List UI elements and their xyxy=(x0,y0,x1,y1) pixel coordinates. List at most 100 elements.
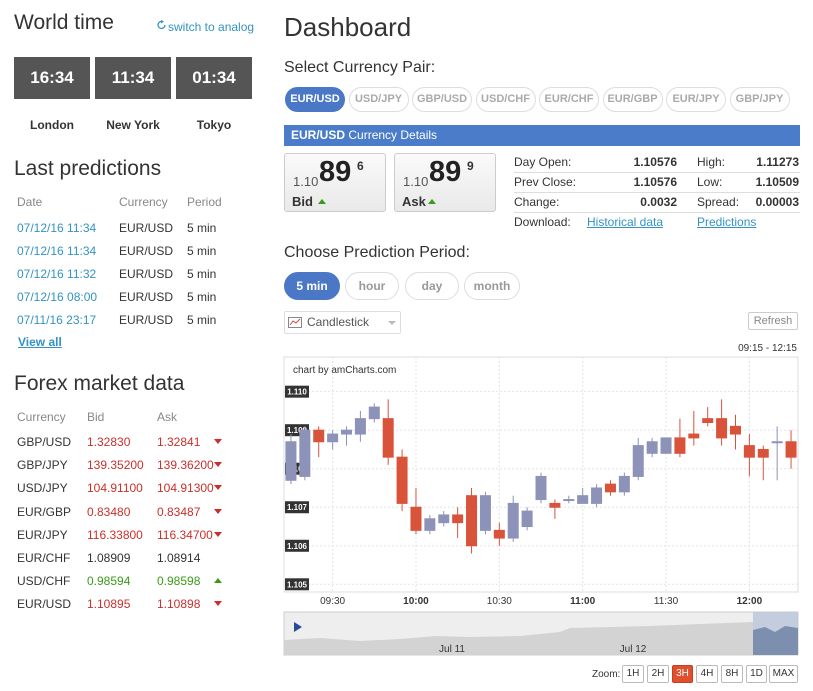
switch-analog-link[interactable]: switch to analog xyxy=(168,20,255,34)
pair-pill[interactable]: GBP/JPY xyxy=(729,87,790,112)
period-button[interactable]: month xyxy=(464,272,520,300)
candle-body xyxy=(299,429,311,477)
candle-body xyxy=(438,514,450,524)
candle-body xyxy=(729,425,741,435)
bid-arrow xyxy=(318,199,326,204)
forex-bid: 1.32830 xyxy=(87,435,131,449)
refresh-button[interactable]: Refresh xyxy=(748,312,798,330)
pair-pill[interactable]: EUR/CHF xyxy=(539,87,599,112)
stat-value: 1.10576 xyxy=(633,175,677,189)
pair-pill active[interactable]: EUR/USD xyxy=(285,87,345,112)
pair-pill[interactable]: USD/JPY xyxy=(348,87,409,112)
forex-ask: 1.08914 xyxy=(157,551,201,565)
candle-body xyxy=(660,437,672,454)
forex-ask: 1.32841 xyxy=(157,435,201,449)
period-button[interactable]: hour xyxy=(345,272,399,300)
forex-ask: 0.98598 xyxy=(157,574,201,589)
period-button[interactable]: day xyxy=(405,272,459,300)
candle-body xyxy=(702,418,714,423)
forex-pair: GBP/USD xyxy=(17,435,72,449)
details-pair: EUR/USD xyxy=(291,128,346,142)
chart-style-select[interactable]: Candlestick xyxy=(284,311,401,334)
candle-body xyxy=(479,495,491,531)
bid-box[interactable]: 1.10 89 6 Bid xyxy=(284,153,386,212)
x-tick-label: 11:30 xyxy=(654,596,679,607)
pair-pill[interactable]: EUR/JPY xyxy=(666,87,726,112)
zoom-label: Zoom: xyxy=(592,669,621,680)
candle-body xyxy=(452,514,464,524)
zoom-button[interactable]: 4H xyxy=(696,665,718,683)
zoom-button[interactable]: 8H xyxy=(721,665,743,683)
trend-arrow xyxy=(214,462,222,468)
candle-body xyxy=(743,445,755,458)
candle-body xyxy=(591,487,603,504)
clock-city: New York xyxy=(106,118,160,132)
y-tick-box xyxy=(285,424,309,437)
plot-frame xyxy=(283,356,799,593)
stat-value: 1.10576 xyxy=(633,155,677,169)
forex-ask: 1.10898 xyxy=(157,597,201,612)
forex-bid: 1.08909 xyxy=(87,551,131,565)
stat-label: High: xyxy=(697,155,726,169)
chart-credit: chart by amCharts.com xyxy=(293,365,396,376)
x-tick-label: 11:00 xyxy=(570,596,595,607)
pair-pill[interactable]: USD/CHF xyxy=(475,87,536,112)
candle-body xyxy=(618,475,630,493)
bid-pips: 89 xyxy=(319,156,352,188)
candle-body xyxy=(535,475,547,501)
table-cell: EUR/USD xyxy=(119,313,174,327)
trend-arrow xyxy=(214,601,222,607)
candle-body xyxy=(382,418,394,458)
range-label: 09:15 - 12:15 xyxy=(738,343,797,354)
clock-time: 11:34 xyxy=(95,57,171,99)
navigator-selection xyxy=(753,612,798,655)
candle-body xyxy=(674,437,686,454)
trend-arrow xyxy=(214,439,222,444)
ask-fraction: 9 xyxy=(467,159,474,173)
period-button[interactable]: 5 min xyxy=(284,272,340,300)
world-time-title: World time xyxy=(14,11,114,34)
zoom-button[interactable]: 2H xyxy=(647,665,669,683)
zoom-button[interactable]: 3H xyxy=(672,665,693,683)
pair-pill[interactable]: GBP/USD xyxy=(412,87,472,112)
y-tick-box xyxy=(285,578,309,591)
x-tick-label: 10:00 xyxy=(403,596,429,607)
candle-body xyxy=(577,495,589,504)
zoom-button[interactable]: MAX xyxy=(769,665,798,683)
zoom-button[interactable]: 1H xyxy=(622,665,644,683)
table-cell: 5 min xyxy=(187,221,217,235)
candle-body xyxy=(563,499,575,502)
zoom-button[interactable]: 1D xyxy=(746,665,767,683)
stat-label: Prev Close: xyxy=(514,175,577,189)
prediction-date[interactable]: 07/12/16 08:00 xyxy=(17,290,98,304)
stat-label: Day Open: xyxy=(514,155,572,169)
pair-pill[interactable]: EUR/GBP xyxy=(602,87,663,112)
table-cell: 5 min xyxy=(187,267,217,281)
ask-box[interactable]: 1.10 89 9 Ask xyxy=(394,153,496,212)
download-link[interactable]: Predictions xyxy=(697,215,757,229)
table-cell: EUR/USD xyxy=(119,221,174,235)
prediction-date[interactable]: 07/12/16 11:34 xyxy=(17,244,97,258)
y-tick-label: 1.107 xyxy=(287,503,308,512)
candle-body xyxy=(368,406,380,420)
download-link[interactable]: Historical data xyxy=(587,215,664,229)
clock-time: 01:34 xyxy=(176,57,252,99)
stat-value: 1.10509 xyxy=(755,175,799,189)
y-tick-box xyxy=(285,462,309,475)
y-tick-label: 1.110 xyxy=(287,388,307,397)
pair-label: Select Currency Pair: xyxy=(284,59,436,76)
forex-ask: 104.91300 xyxy=(157,481,214,496)
view-all-link[interactable]: View all xyxy=(18,335,62,349)
column-header: Currency xyxy=(119,195,168,209)
candle-body xyxy=(716,418,728,439)
row-divider xyxy=(514,192,800,193)
play-icon xyxy=(294,622,302,632)
stat-label: Low: xyxy=(697,175,723,189)
candle-body xyxy=(688,433,700,439)
prediction-date[interactable]: 07/12/16 11:32 xyxy=(17,267,97,281)
y-tick-label: 1.108 xyxy=(287,465,308,474)
prediction-date[interactable]: 07/11/16 23:17 xyxy=(17,313,97,327)
forex-ask: 0.83487 xyxy=(157,504,201,519)
prediction-date[interactable]: 07/12/16 11:34 xyxy=(17,221,97,235)
